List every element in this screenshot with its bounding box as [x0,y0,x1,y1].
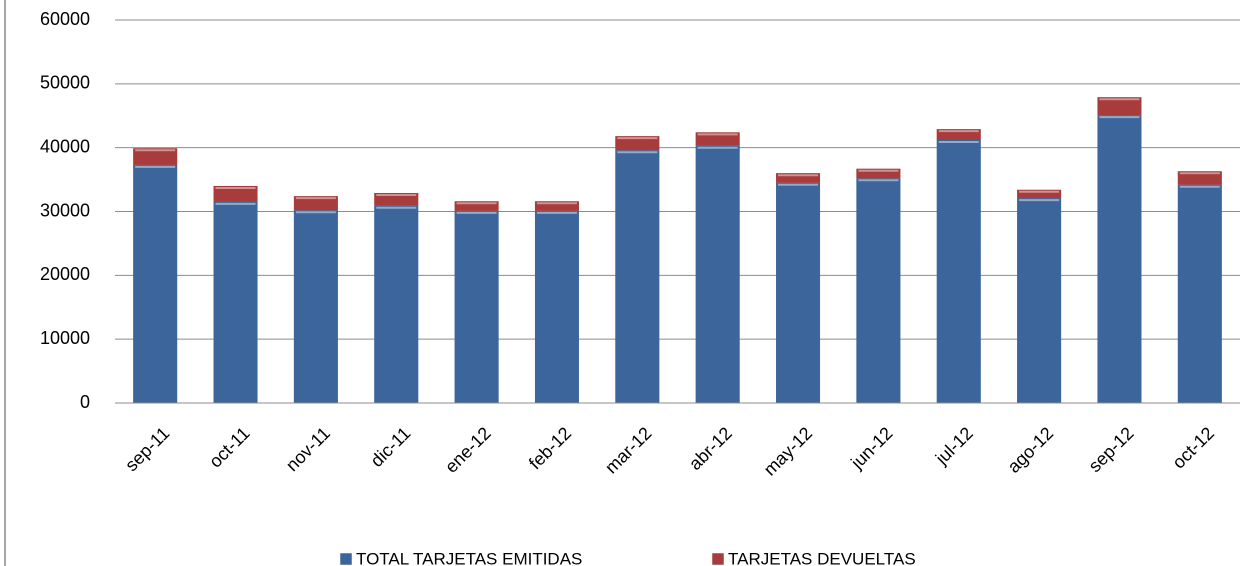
bar-sheen [293,196,338,211]
x-tick-label: abr-12 [685,423,736,474]
x-tick-label: ene-12 [441,423,495,477]
x-tick-label: oct-12 [1168,423,1218,473]
x-tick-label: jul-12 [931,423,977,469]
x-tick-label: sep-11 [121,423,173,475]
bar-sheen [534,201,579,211]
y-tick-label: 0 [80,392,90,412]
bar-sheen [615,150,660,403]
x-tick-label: feb-12 [525,423,575,473]
x-tick-label: oct-11 [205,423,254,472]
bar-sheen [374,205,419,403]
y-tick-label: 60000 [40,9,90,29]
y-tick-label: 50000 [40,73,90,93]
x-tick-label: ago-12 [1004,423,1058,477]
bar-sheen [1017,189,1062,199]
legend-label: TARJETAS DEVUELTAS [728,549,916,566]
x-tick-label: dic-11 [367,423,415,471]
y-tick-label: 40000 [40,136,90,156]
bar-sheen [213,201,258,403]
y-tick-label: 10000 [40,328,90,348]
bar-sheen [374,192,419,206]
bar-sheen [1097,115,1142,403]
bar-sheen [133,164,178,403]
legend-label: TOTAL TARJETAS EMITIDAS [356,549,582,566]
bar-sheen [856,178,901,403]
bar-sheen [133,148,178,165]
legend-swatch [339,552,353,566]
bar-sheen [856,168,901,179]
y-tick-label: 30000 [40,200,90,220]
bar-sheen [293,210,338,403]
x-tick-label: may-12 [760,423,817,480]
bar-sheen [695,145,740,404]
bar-sheen [936,129,981,141]
x-tick-label: jun-12 [846,423,896,473]
bar-sheen [776,182,821,403]
legend-swatch [711,552,725,566]
bar-sheen [1177,184,1222,403]
bar-sheen [534,210,579,403]
legend: TOTAL TARJETAS EMITIDAS TARJETAS DEVUELTA… [339,549,916,566]
x-tick-label: nov-11 [282,423,334,475]
bar-sheen [615,136,660,151]
bar-sheen [1017,198,1062,403]
bar-sheen [695,132,740,146]
y-tick-label: 20000 [40,264,90,284]
bar-sheen [936,140,981,404]
x-tick-label: mar-12 [601,423,655,477]
bar-sheen [776,173,821,183]
bar-sheen [454,210,499,403]
bar-sheen [213,185,258,202]
bar-sheen [1177,171,1222,185]
x-tick-label: sep-12 [1085,423,1138,476]
bar-sheen [1097,97,1142,116]
chart-frame [4,0,6,566]
bar-sheen [454,201,499,211]
